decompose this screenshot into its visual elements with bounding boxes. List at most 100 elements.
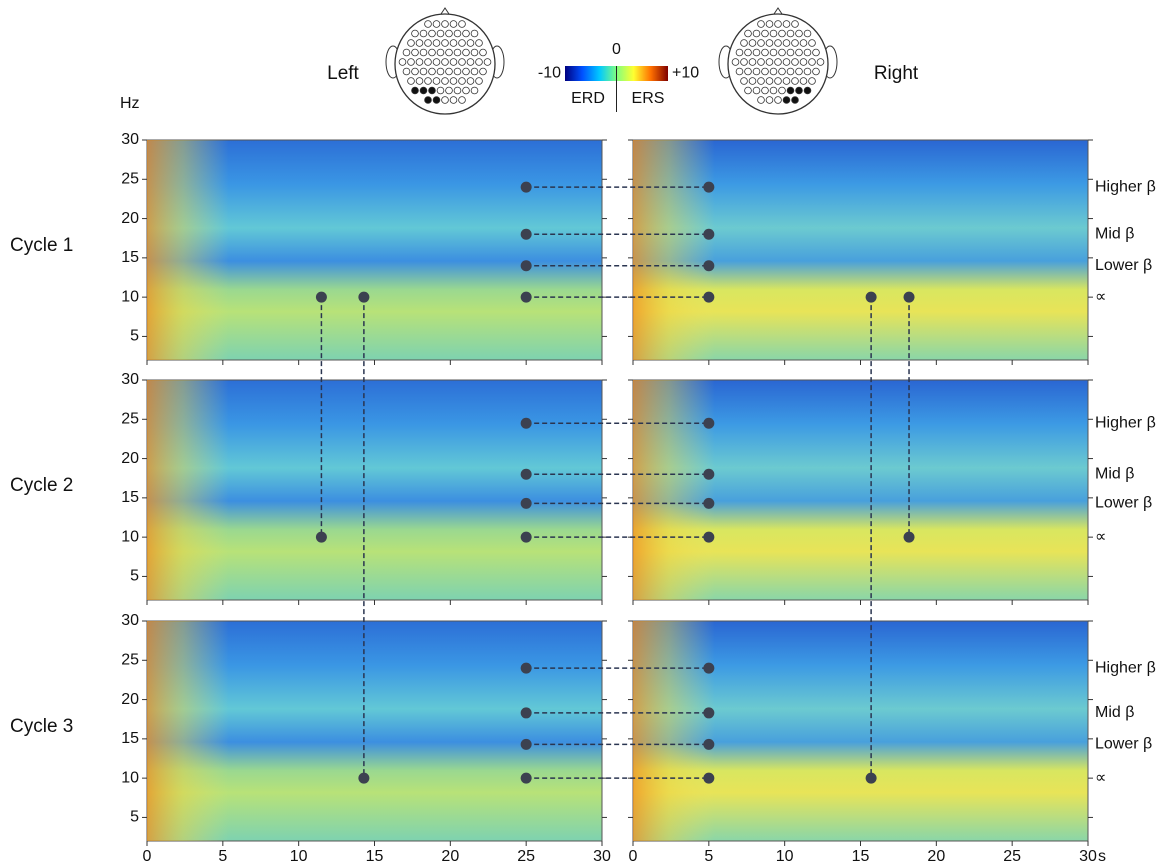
electrode xyxy=(736,68,743,75)
electrode xyxy=(471,30,478,37)
electrode xyxy=(446,30,453,37)
y-tick-label: 20 xyxy=(121,691,139,708)
electrode xyxy=(809,78,816,85)
electrode xyxy=(459,21,466,28)
head-schematic xyxy=(719,8,837,114)
x-tick-label: 5 xyxy=(218,848,227,865)
electrode xyxy=(745,49,752,56)
alpha-peak xyxy=(866,292,877,303)
electrode xyxy=(749,59,756,66)
electrode xyxy=(804,30,811,37)
electrode xyxy=(766,59,773,66)
electrode xyxy=(758,40,765,47)
x-tick-label: 20 xyxy=(927,848,945,865)
band-marker xyxy=(521,292,532,303)
electrode xyxy=(471,49,478,56)
electrode xyxy=(480,49,487,56)
electrode xyxy=(775,97,782,104)
electrode xyxy=(425,59,432,66)
electrode xyxy=(770,87,777,94)
electrode xyxy=(403,49,410,56)
y-tick-label: 30 xyxy=(121,131,139,148)
spectrogram-onset xyxy=(147,140,602,360)
band-label: Higher β xyxy=(1095,178,1156,195)
x-tick-label: 25 xyxy=(1003,848,1021,865)
electrode xyxy=(792,59,799,66)
band-marker xyxy=(703,229,714,240)
electrode xyxy=(745,68,752,75)
electrode xyxy=(412,87,419,94)
alpha-peak xyxy=(904,532,915,543)
spectrogram-onset xyxy=(147,380,602,600)
electrode xyxy=(467,40,474,47)
electrode xyxy=(450,97,457,104)
alpha-peak xyxy=(358,773,369,784)
band-label: Lower β xyxy=(1095,495,1152,512)
electrode xyxy=(416,59,423,66)
electrode xyxy=(732,59,739,66)
band-label: Mid β xyxy=(1095,466,1134,483)
band-label: Lower β xyxy=(1095,257,1152,274)
cycle-label: Cycle 3 xyxy=(10,716,73,737)
electrode xyxy=(741,40,748,47)
electrode xyxy=(749,40,756,47)
band-marker xyxy=(703,739,714,750)
electrode xyxy=(412,49,419,56)
figure: Left Right Hz s ERD ERS -100+10Cycle 151… xyxy=(0,0,1169,866)
colorbar-tick-label: -10 xyxy=(538,65,561,82)
electrode xyxy=(758,21,765,28)
electrode xyxy=(425,97,432,104)
electrode xyxy=(779,87,786,94)
band-label: Lower β xyxy=(1095,736,1152,753)
colorbar-label: ERD xyxy=(571,90,605,107)
band-marker xyxy=(703,498,714,509)
electrode xyxy=(412,30,419,37)
electrode xyxy=(775,40,782,47)
band-marker xyxy=(703,469,714,480)
electrode xyxy=(429,68,436,75)
electrode xyxy=(450,21,457,28)
electrode xyxy=(804,68,811,75)
electrode xyxy=(804,87,811,94)
electrode xyxy=(745,30,752,37)
y-tick-label: 5 xyxy=(130,568,139,585)
y-tick-label: 20 xyxy=(121,450,139,467)
electrode xyxy=(804,49,811,56)
x-tick-label: 30 xyxy=(593,848,611,865)
band-marker xyxy=(703,773,714,784)
y-tick-label: 5 xyxy=(130,809,139,826)
electrode xyxy=(779,68,786,75)
spectrogram-onset xyxy=(633,621,1088,841)
electrode xyxy=(813,68,820,75)
electrode xyxy=(420,30,427,37)
electrode xyxy=(779,30,786,37)
electrode xyxy=(770,49,777,56)
electrode xyxy=(800,59,807,66)
electrode xyxy=(741,59,748,66)
electrode xyxy=(454,68,461,75)
x-tick-label: 15 xyxy=(852,848,870,865)
electrode xyxy=(446,68,453,75)
y-tick-label: 20 xyxy=(121,210,139,227)
electrode xyxy=(471,87,478,94)
electrode xyxy=(437,87,444,94)
y-tick-label: 30 xyxy=(121,371,139,388)
electrode xyxy=(766,78,773,85)
electrode xyxy=(416,40,423,47)
electrode xyxy=(749,78,756,85)
electrode xyxy=(420,68,427,75)
electrode xyxy=(467,78,474,85)
electrode xyxy=(454,49,461,56)
cycle-label: Cycle 2 xyxy=(10,475,73,496)
electrode xyxy=(787,87,794,94)
electrode xyxy=(459,59,466,66)
electrode xyxy=(783,78,790,85)
electrode xyxy=(753,87,760,94)
electrode xyxy=(442,40,449,47)
electrode xyxy=(476,59,483,66)
electrode xyxy=(459,97,466,104)
spectrogram-onset xyxy=(633,380,1088,600)
electrode xyxy=(467,59,474,66)
electrode xyxy=(484,59,491,66)
x-tick-label: 10 xyxy=(290,848,308,865)
